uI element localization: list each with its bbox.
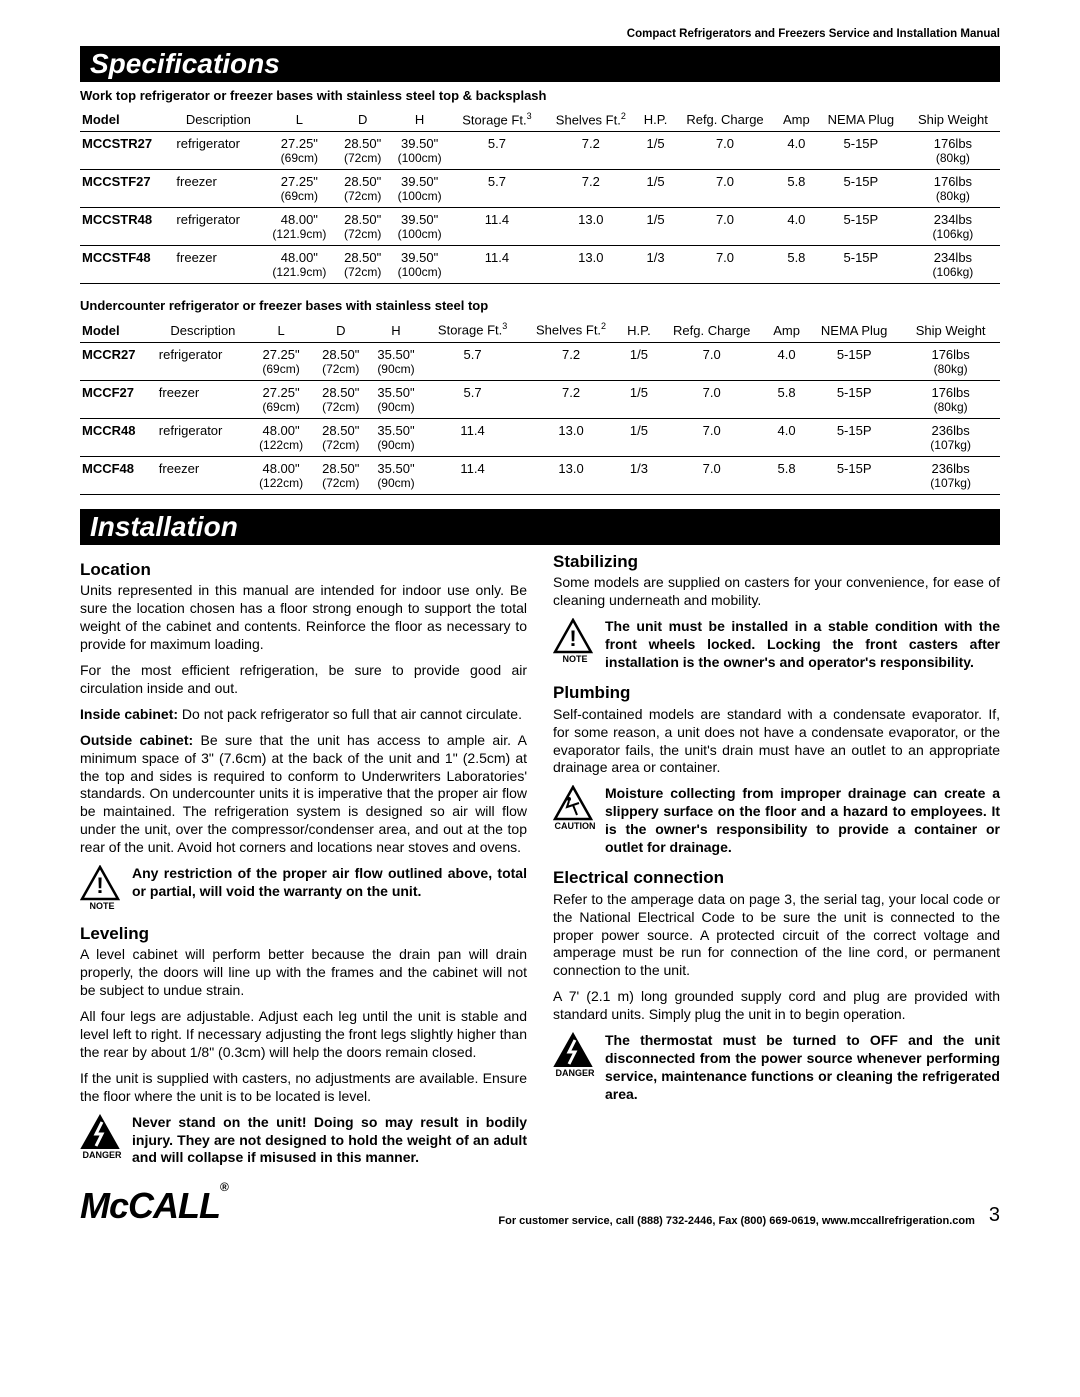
svg-text:!: ! <box>569 626 576 651</box>
para-location-1: Units represented in this manual are int… <box>80 582 527 654</box>
danger-thermostat-text: The thermostat must be turned to OFF and… <box>605 1032 1000 1104</box>
note-stabilizing: ! NOTE The unit must be installed in a s… <box>553 618 1000 672</box>
body-columns: Location Units represented in this manua… <box>80 551 1000 1168</box>
caution-icon: CAUTION <box>553 785 597 833</box>
table-row: MCCR48refrigerator48.00"(122cm)28.50"(72… <box>80 418 1000 456</box>
col-header: Shelves Ft.2 <box>544 107 638 132</box>
col-header: NEMA Plug <box>816 107 906 132</box>
caution-moisture-text: Moisture collecting from improper draina… <box>605 785 1000 857</box>
svg-text:!: ! <box>96 873 103 898</box>
col-header: Refg. Charge <box>673 107 777 132</box>
col-header: D <box>313 317 368 342</box>
danger-icon: DANGER <box>80 1114 124 1162</box>
table-row: MCCSTR48refrigerator48.00"(121.9cm)28.50… <box>80 208 1000 246</box>
col-header: Amp <box>777 107 816 132</box>
para-location-4: Outside cabinet: Be sure that the unit h… <box>80 732 527 857</box>
table-row: MCCR27refrigerator27.25"(69cm)28.50"(72c… <box>80 342 1000 380</box>
col-header: Description <box>174 107 262 132</box>
note-airflow: ! NOTE Any restriction of the proper air… <box>80 865 527 913</box>
page-number: 3 <box>989 1204 1000 1227</box>
para-stabilizing-1: Some models are supplied on casters for … <box>553 574 1000 610</box>
para-leveling-1: A level cabinet will perform better beca… <box>80 946 527 1000</box>
section-installation-title: Installation <box>90 511 990 543</box>
section-installation-bar: Installation <box>80 509 1000 545</box>
table-row: MCCSTF27freezer27.25"(69cm)28.50"(72cm)3… <box>80 170 1000 208</box>
note-icon: ! NOTE <box>553 618 597 666</box>
danger-thermostat: DANGER The thermostat must be turned to … <box>553 1032 1000 1104</box>
col-header: H <box>368 317 423 342</box>
para-plumbing-1: Self-contained models are standard with … <box>553 706 1000 778</box>
col-header: Storage Ft.3 <box>424 317 522 342</box>
footer-service-text: For customer service, call (888) 732-244… <box>498 1215 975 1227</box>
heading-location: Location <box>80 559 527 581</box>
heading-stabilizing: Stabilizing <box>553 551 1000 573</box>
col-header: Model <box>80 317 157 342</box>
col-header: Model <box>80 107 174 132</box>
col-header: Ship Weight <box>906 107 1000 132</box>
caution-moisture: CAUTION Moisture collecting from imprope… <box>553 785 1000 857</box>
note-stabilizing-text: The unit must be installed in a stable c… <box>605 618 1000 672</box>
mccall-logo: McCALL® <box>80 1185 228 1227</box>
spec-table-1: ModelDescriptionLDHStorage Ft.3Shelves F… <box>80 107 1000 284</box>
col-header: Ship Weight <box>901 317 1000 342</box>
section-specifications-bar: Specifications <box>80 46 1000 82</box>
doc-header: Compact Refrigerators and Freezers Servi… <box>80 28 1000 40</box>
table-row: MCCSTR27refrigerator27.25"(69cm)28.50"(7… <box>80 132 1000 170</box>
table-row: MCCSTF48freezer48.00"(121.9cm)28.50"(72c… <box>80 246 1000 284</box>
table-row: MCCF48freezer48.00"(122cm)28.50"(72cm)35… <box>80 456 1000 494</box>
note-airflow-text: Any restriction of the proper air flow o… <box>132 865 527 901</box>
para-leveling-3: If the unit is supplied with casters, no… <box>80 1070 527 1106</box>
heading-electrical: Electrical connection <box>553 867 1000 889</box>
para-location-3: Inside cabinet: Do not pack refrigerator… <box>80 706 527 724</box>
col-header: L <box>262 107 336 132</box>
col-header: H.P. <box>621 317 658 342</box>
col-header: Shelves Ft.2 <box>522 317 621 342</box>
danger-icon: DANGER <box>553 1032 597 1080</box>
para-electrical-1: Refer to the amperage data on page 3, th… <box>553 891 1000 981</box>
danger-stand: DANGER Never stand on the unit! Doing so… <box>80 1114 527 1168</box>
col-header: Storage Ft.3 <box>450 107 543 132</box>
col-header: H <box>389 107 450 132</box>
col-header: Refg. Charge <box>657 317 766 342</box>
para-electrical-2: A 7' (2.1 m) long grounded supply cord a… <box>553 988 1000 1024</box>
spec-table-2: ModelDescriptionLDHStorage Ft.3Shelves F… <box>80 317 1000 494</box>
table1-caption: Work top refrigerator or freezer bases w… <box>80 88 1000 103</box>
para-location-2: For the most efficient refrigeration, be… <box>80 662 527 698</box>
col-header: L <box>249 317 313 342</box>
section-specifications-title: Specifications <box>90 48 990 80</box>
col-header: Description <box>157 317 249 342</box>
col-header: D <box>336 107 389 132</box>
table2-caption: Undercounter refrigerator or freezer bas… <box>80 298 1000 313</box>
danger-stand-text: Never stand on the unit! Doing so may re… <box>132 1114 527 1168</box>
col-header: Amp <box>766 317 807 342</box>
heading-leveling: Leveling <box>80 923 527 945</box>
heading-plumbing: Plumbing <box>553 682 1000 704</box>
table-row: MCCF27freezer27.25"(69cm)28.50"(72cm)35.… <box>80 380 1000 418</box>
para-leveling-2: All four legs are adjustable. Adjust eac… <box>80 1008 527 1062</box>
col-header: H.P. <box>638 107 673 132</box>
note-icon: ! NOTE <box>80 865 124 913</box>
page-footer: McCALL® For customer service, call (888)… <box>80 1185 1000 1227</box>
col-header: NEMA Plug <box>807 317 901 342</box>
